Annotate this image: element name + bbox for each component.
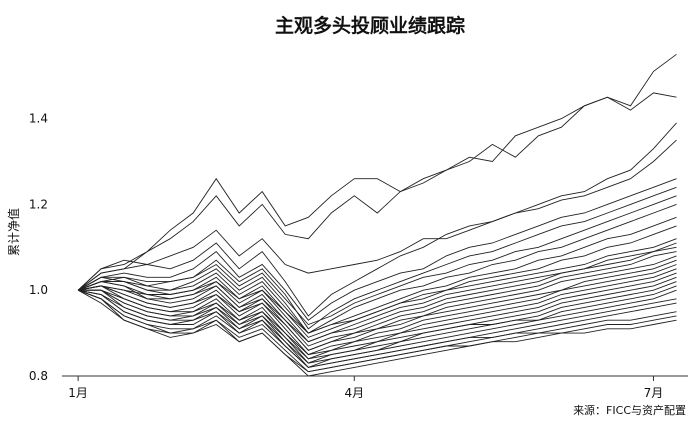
x-tick-label: 4月 <box>344 386 364 400</box>
plot-area <box>77 53 677 377</box>
series-line-21 <box>78 281 677 364</box>
series-line-5 <box>77 178 677 321</box>
source-note: 来源：FICC与资产配置 <box>573 403 686 417</box>
series-line-13 <box>77 246 677 343</box>
series-line-16 <box>78 259 677 351</box>
series-line-1 <box>77 53 677 291</box>
x-tick-group: 1月 4月 7月 <box>68 376 663 400</box>
x-tick-label: 1月 <box>68 386 88 400</box>
series-line-28 <box>77 289 677 377</box>
y-tick-label: 1.4 <box>29 112 48 126</box>
series-line-25 <box>77 289 677 368</box>
series-line-14 <box>78 251 677 347</box>
series-line-27 <box>77 289 677 373</box>
series-line-20 <box>78 276 677 360</box>
series-line-17 <box>78 264 677 356</box>
series-line-7 <box>77 195 677 326</box>
y-tick-label: 0.8 <box>29 369 48 383</box>
chart-title: 主观多头投顾业绩跟踪 <box>275 14 465 37</box>
series-line-18 <box>78 268 677 356</box>
x-tick-label: 7月 <box>644 386 664 400</box>
series-line-2 <box>77 92 677 291</box>
y-tick-label: 1.0 <box>29 283 48 297</box>
series-line-3 <box>77 122 677 291</box>
y-tick-label: 1.2 <box>29 197 48 211</box>
series-line-23 <box>78 289 677 368</box>
series-line-11 <box>77 238 677 334</box>
y-axis-label: 累计净值 <box>6 208 21 256</box>
y-tick-group: 0.8 1.0 1.2 1.4 <box>29 112 48 383</box>
series-line-9 <box>77 216 677 334</box>
series-line-4 <box>77 139 677 317</box>
series-line-8 <box>77 203 677 334</box>
series-line-12 <box>78 242 677 343</box>
